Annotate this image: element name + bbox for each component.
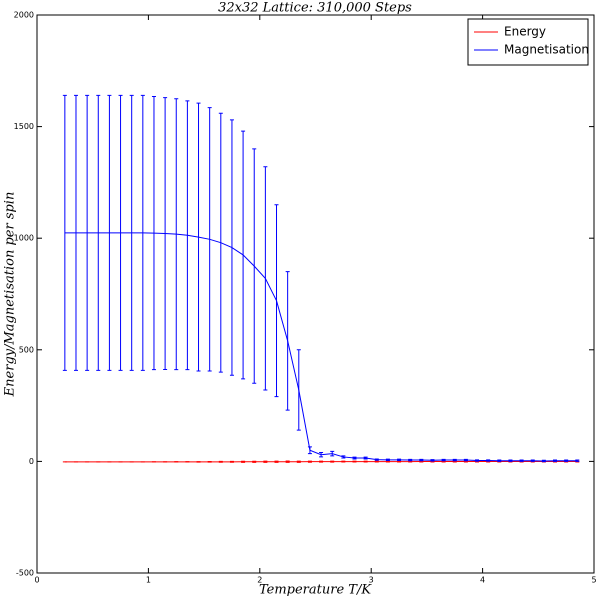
error-bar [118, 94, 123, 371]
error-bar [307, 460, 312, 463]
error-bar [553, 459, 558, 462]
error-bar [397, 458, 402, 462]
error-bar [307, 446, 312, 455]
error-bar [296, 349, 301, 431]
error-bar [163, 97, 168, 370]
error-bar [207, 460, 212, 463]
error-bar [319, 460, 324, 463]
x-axis-label: Temperature T/K [259, 583, 372, 598]
error-bar [441, 458, 446, 462]
error-bar [263, 166, 268, 391]
error-bar [541, 459, 546, 463]
y-tick-label: 2000 [14, 11, 34, 20]
error-bar [341, 460, 346, 463]
error-bar [564, 459, 569, 462]
error-bar [218, 112, 223, 373]
error-bar [452, 458, 457, 462]
error-bar [575, 459, 580, 462]
error-bar [319, 451, 324, 458]
chart-title: 32x32 Lattice: 310,000 Steps [218, 1, 412, 16]
error-bar [274, 204, 279, 398]
error-bar [363, 460, 368, 463]
error-bar [196, 461, 201, 463]
y-tick-label: -500 [16, 569, 34, 578]
y-tick-label: 500 [19, 345, 34, 354]
legend-box [467, 18, 589, 66]
y-tick-label: 0 [29, 457, 34, 466]
error-bar [385, 458, 390, 462]
error-bar [419, 458, 424, 462]
error-bar [463, 458, 468, 462]
error-bar [252, 460, 257, 463]
error-bar [229, 460, 234, 463]
y-tick-label: 1000 [14, 234, 34, 243]
error-bar [508, 459, 513, 462]
series-line [64, 232, 578, 462]
x-tick-label: 1 [146, 576, 151, 585]
x-tick-label: 2 [257, 576, 262, 585]
error-bar [330, 460, 335, 463]
error-bar [285, 460, 290, 463]
error-bar [430, 459, 435, 462]
error-bar [73, 94, 78, 371]
error-bar [96, 94, 101, 371]
error-bar [174, 98, 179, 371]
error-bar [374, 460, 379, 463]
error-bar [441, 460, 446, 463]
legend-label: Energy [504, 25, 546, 39]
error-bar [330, 450, 335, 457]
error-bar [140, 94, 145, 371]
x-tick-label: 3 [369, 576, 374, 585]
error-bar [385, 460, 390, 463]
error-bar [263, 460, 268, 463]
error-bar [241, 460, 246, 463]
error-bar [85, 94, 90, 371]
y-axis-label: Energy/Magnetisation per spin [3, 192, 18, 398]
error-bar [452, 460, 457, 463]
x-tick-label: 4 [480, 576, 485, 585]
error-bar [185, 100, 190, 371]
error-bar [274, 460, 279, 463]
error-bar [408, 460, 413, 463]
error-bar [129, 94, 134, 371]
error-bar [363, 456, 368, 460]
y-tick-label: 1500 [14, 122, 34, 131]
error-bar [207, 107, 212, 372]
error-bar [229, 119, 234, 376]
error-bar [252, 148, 257, 384]
error-bar [241, 130, 246, 380]
error-bar [497, 459, 502, 462]
error-bar [352, 460, 357, 463]
error-bar [352, 456, 357, 460]
error-bar [397, 460, 402, 463]
error-bar [218, 460, 223, 463]
error-bar [285, 271, 290, 411]
error-bar [419, 460, 424, 463]
error-bar [475, 459, 480, 462]
error-bar [196, 102, 201, 372]
error-bar [107, 94, 112, 371]
x-tick-label: 0 [34, 576, 39, 585]
error-bar [519, 459, 524, 462]
plot-frame [36, 14, 595, 574]
x-tick-label: 5 [591, 576, 596, 585]
error-bar [408, 458, 413, 462]
error-bar [486, 459, 491, 462]
error-bar [296, 460, 301, 463]
error-bar [341, 455, 346, 459]
error-bar [151, 95, 156, 371]
error-bar [374, 458, 379, 461]
error-bar [62, 94, 67, 371]
legend-label: Magnetisation [504, 43, 589, 57]
legend: Energy Magnetisation [467, 18, 589, 66]
error-bar [530, 459, 535, 462]
